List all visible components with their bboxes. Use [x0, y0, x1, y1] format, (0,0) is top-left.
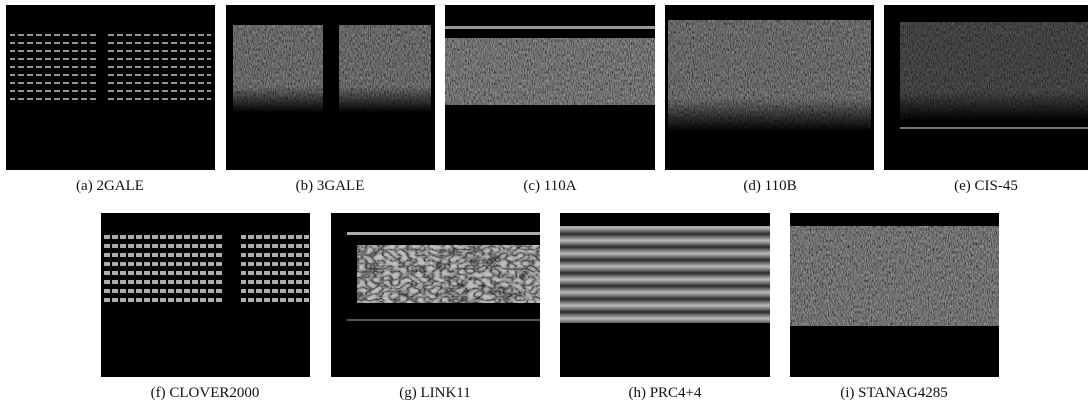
panel: (b) 3GALE — [226, 5, 435, 194]
caption: (e) CIS-45 — [954, 178, 1018, 194]
panel: (d) 110B — [665, 5, 874, 194]
panel: (h) PRC4+4 — [560, 213, 770, 401]
caption: (b) 3GALE — [296, 178, 365, 194]
caption: (c) 110A — [523, 178, 576, 194]
panel: (a) 2GALE — [6, 5, 215, 194]
panel: (i) STANAG4285 — [790, 213, 999, 401]
caption: (i) STANAG4285 — [840, 385, 948, 401]
panel: (f) CLOVER2000 — [101, 213, 310, 401]
panel: (g) LINK11 — [331, 213, 540, 401]
panel: (c) 110A — [445, 5, 655, 194]
caption: (a) 2GALE — [76, 178, 144, 194]
caption: (f) CLOVER2000 — [151, 385, 260, 401]
figure: (a) 2GALE (b) 3GALE (c) 110A (d) 110B (e… — [0, 0, 1090, 404]
panel: (e) CIS-45 — [884, 5, 1088, 194]
caption: (h) PRC4+4 — [628, 385, 702, 401]
caption: (d) 110B — [743, 178, 796, 194]
caption: (g) LINK11 — [399, 385, 471, 401]
